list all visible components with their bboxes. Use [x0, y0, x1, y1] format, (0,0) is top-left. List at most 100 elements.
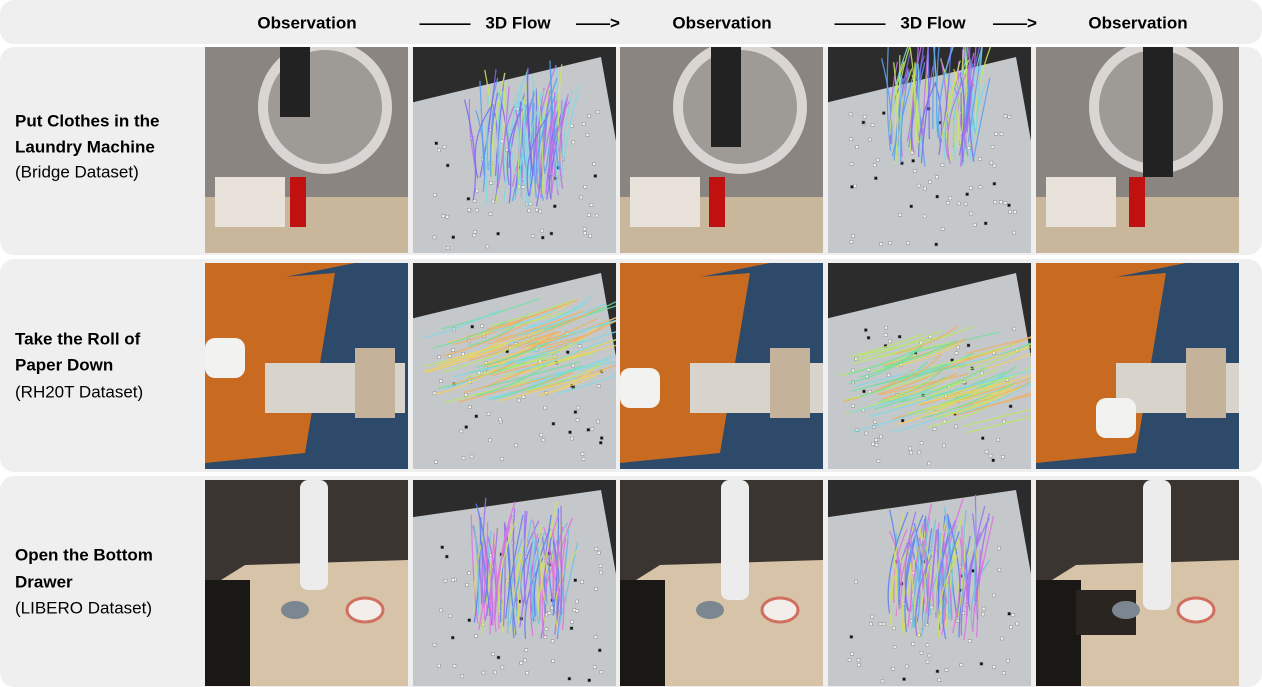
point: [989, 454, 992, 457]
robot-joint: [770, 348, 810, 418]
point: [475, 209, 478, 212]
point: [892, 627, 895, 630]
point: [884, 333, 887, 336]
point: [575, 600, 578, 603]
point: [999, 201, 1002, 204]
point: [898, 335, 901, 338]
point: [492, 653, 495, 656]
point: [552, 659, 555, 662]
point: [941, 227, 944, 230]
point: [580, 580, 583, 583]
header-label: 3D Flow: [485, 13, 551, 32]
point: [941, 164, 944, 167]
point: [985, 450, 988, 453]
point: [580, 196, 583, 199]
point: [569, 431, 572, 434]
point: [1010, 626, 1013, 629]
point: [442, 215, 445, 218]
point: [574, 579, 577, 582]
point: [850, 652, 853, 655]
point: [593, 163, 596, 166]
point: [572, 141, 575, 144]
point: [522, 395, 525, 398]
point: [471, 325, 474, 328]
point: [993, 164, 996, 167]
point: [574, 411, 577, 414]
row-title: Open the Bottom: [15, 545, 153, 564]
point: [590, 203, 593, 206]
point: [468, 619, 471, 622]
point: [905, 665, 908, 668]
point: [946, 202, 949, 205]
point: [591, 428, 594, 431]
point: [448, 355, 451, 358]
point: [854, 580, 857, 583]
robot-arm: [711, 47, 741, 147]
point: [490, 181, 493, 184]
point: [517, 399, 520, 402]
point: [539, 210, 542, 213]
point: [588, 115, 591, 118]
point: [497, 232, 500, 235]
point: [863, 115, 866, 118]
point: [918, 451, 921, 454]
point: [531, 235, 534, 238]
plate: [1178, 598, 1214, 622]
plate: [762, 598, 798, 622]
point: [949, 197, 952, 200]
point: [492, 200, 495, 203]
point: [850, 185, 853, 188]
point: [871, 442, 874, 445]
point: [475, 415, 478, 418]
point: [551, 640, 554, 643]
row-title: Put Clothes in the: [15, 111, 160, 130]
point: [851, 235, 854, 238]
point: [594, 174, 597, 177]
point: [437, 664, 440, 667]
point: [594, 636, 597, 639]
point: [445, 555, 448, 558]
point: [903, 678, 906, 681]
point: [928, 654, 931, 657]
point: [867, 336, 870, 339]
point: [923, 187, 926, 190]
paper-roll: [1096, 398, 1136, 438]
point: [599, 441, 602, 444]
point: [1009, 210, 1012, 213]
point: [577, 406, 580, 409]
point: [587, 214, 590, 217]
point: [877, 460, 880, 463]
point: [1004, 115, 1007, 118]
red-cloth: [290, 177, 306, 227]
basket: [1046, 177, 1116, 227]
point: [864, 329, 867, 332]
point: [880, 243, 883, 246]
basket: [630, 177, 700, 227]
point: [1013, 211, 1016, 214]
point: [910, 451, 913, 454]
point: [991, 146, 994, 149]
point: [578, 345, 581, 348]
point: [535, 208, 538, 211]
point: [435, 142, 438, 145]
point: [499, 418, 502, 421]
point: [544, 406, 547, 409]
row-title: Paper Down: [15, 355, 113, 374]
point: [1002, 672, 1005, 675]
header-label: ———: [420, 13, 471, 32]
point: [910, 205, 913, 208]
point: [475, 634, 478, 637]
point: [871, 615, 874, 618]
point: [956, 346, 959, 349]
observation-image: [1036, 480, 1239, 686]
point: [438, 356, 441, 359]
point: [444, 579, 447, 582]
observation-image: [205, 480, 408, 686]
basket: [215, 177, 285, 227]
point: [526, 672, 529, 675]
observation-image: [1036, 263, 1256, 469]
point: [596, 420, 599, 423]
point: [935, 243, 938, 246]
point: [979, 158, 982, 161]
flow-image: [393, 47, 636, 273]
